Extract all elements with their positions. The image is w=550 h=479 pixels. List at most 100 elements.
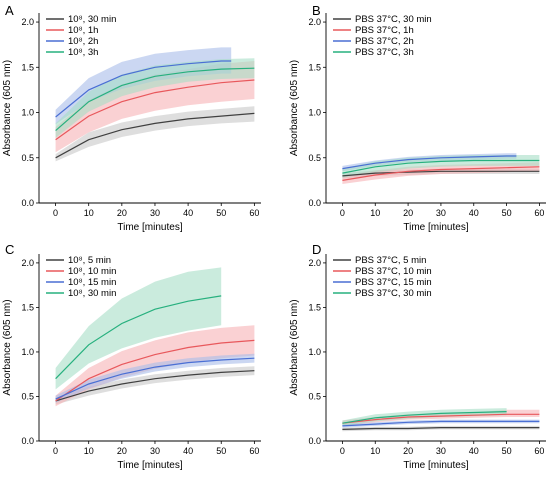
panel-label: B — [312, 3, 321, 18]
series-line-2 — [55, 357, 255, 400]
series-line-2 — [342, 420, 540, 427]
series-line-3 — [55, 295, 222, 380]
y-axis-title: Absorbance (605 nm) — [289, 299, 300, 395]
chart-panel-b: B 0 10 20 30 40 50 60 0.0 0.5 1.0 1.5 2.0 Time [minut… — [289, 3, 546, 233]
x-axis-title: Time [minutes] — [403, 460, 468, 471]
x-tick-label: 40 — [183, 446, 193, 456]
y-tick-label: 0.0 — [21, 436, 34, 446]
legend-entry: 10⁸, 5 min — [68, 255, 111, 266]
legend-entry: 10⁸, 15 min — [68, 277, 116, 288]
legend-entry: 10⁸, 30 min — [68, 288, 116, 299]
series-band-0 — [55, 366, 255, 405]
x-tick-label: 30 — [436, 208, 446, 218]
x-tick-label: 0 — [340, 208, 345, 218]
series-line-0 — [55, 370, 255, 402]
y-tick-label: 1.0 — [21, 347, 34, 357]
x-tick-label: 50 — [502, 446, 512, 456]
y-tick-label: 0.5 — [308, 153, 321, 163]
y-tick-label: 2.0 — [308, 258, 321, 268]
legend-entry: 10⁸, 3h — [68, 47, 98, 58]
legend-entry: PBS 37°C, 3h — [355, 47, 414, 58]
legend-entry: PBS 37°C, 15 min — [355, 277, 432, 288]
y-tick-label: 1.5 — [21, 302, 34, 312]
legend-entry: PBS 37°C, 10 min — [355, 266, 432, 277]
chart-panel-c: C 0 10 20 30 40 50 60 0.0 0.5 1.0 1.5 2.0 Time [minut… — [2, 242, 261, 471]
series-line-2 — [342, 155, 517, 170]
y-tick-label: 0.5 — [308, 391, 321, 401]
x-tick-label: 30 — [150, 208, 160, 218]
series-band-3 — [55, 267, 222, 390]
series-band-3 — [55, 58, 255, 138]
series-line-0 — [55, 112, 255, 159]
series-line-1 — [342, 413, 540, 424]
x-tick-label: 20 — [403, 446, 413, 456]
series-band-2 — [55, 353, 255, 403]
legend-entry: PBS 37°C, 2h — [355, 36, 414, 47]
x-tick-label: 50 — [216, 208, 226, 218]
series-band-1 — [55, 61, 255, 153]
x-tick-label: 30 — [436, 446, 446, 456]
x-axis-title: Time [minutes] — [117, 460, 182, 471]
x-tick-label: 10 — [84, 446, 94, 456]
x-axis-title: Time [minutes] — [403, 222, 468, 233]
x-tick-label: 30 — [150, 446, 160, 456]
series-line-3 — [55, 67, 255, 132]
panel-label: D — [312, 242, 321, 257]
legend-entry: PBS 37°C, 5 min — [355, 255, 426, 266]
x-tick-label: 10 — [370, 446, 380, 456]
legend-entry: PBS 37°C, 30 min — [355, 14, 432, 25]
series-line-1 — [55, 339, 255, 402]
x-tick-label: 60 — [249, 446, 259, 456]
y-tick-label: 1.5 — [308, 62, 321, 72]
x-tick-label: 20 — [117, 208, 127, 218]
x-tick-label: 40 — [469, 208, 479, 218]
y-tick-label: 1.5 — [308, 302, 321, 312]
x-tick-label: 0 — [53, 446, 58, 456]
y-tick-label: 0.0 — [21, 198, 34, 208]
y-tick-label: 0.5 — [21, 153, 34, 163]
x-axis-title: Time [minutes] — [117, 222, 182, 233]
legend-entry: 10⁸, 30 min — [68, 14, 116, 25]
chart-panel-a: A 0 10 20 30 40 50 60 0.0 0.5 1.0 1.5 2.0 Time [minut… — [2, 3, 261, 233]
series-band-0 — [55, 106, 255, 162]
panel-label: A — [5, 3, 14, 18]
x-tick-label: 10 — [370, 208, 380, 218]
x-tick-label: 60 — [534, 208, 544, 218]
x-tick-label: 40 — [469, 446, 479, 456]
y-tick-label: 2.0 — [21, 258, 34, 268]
y-tick-label: 2.0 — [21, 17, 34, 27]
x-tick-label: 10 — [84, 208, 94, 218]
y-tick-label: 1.5 — [21, 62, 34, 72]
legend-entry: PBS 37°C, 30 min — [355, 288, 432, 299]
x-tick-label: 20 — [403, 208, 413, 218]
y-tick-label: 0.0 — [308, 198, 321, 208]
y-tick-label: 0.5 — [21, 391, 34, 401]
y-tick-label: 2.0 — [308, 17, 321, 27]
x-tick-label: 20 — [117, 446, 127, 456]
series-line-2 — [55, 60, 232, 118]
panel-label: C — [5, 242, 14, 257]
y-axis-title: Absorbance (605 nm) — [289, 60, 300, 156]
x-tick-label: 40 — [183, 208, 193, 218]
series-line-1 — [342, 166, 540, 181]
y-axis-title: Absorbance (605 nm) — [2, 60, 13, 156]
y-tick-label: 1.0 — [21, 108, 34, 118]
y-tick-label: 1.0 — [308, 347, 321, 357]
y-axis-title: Absorbance (605 nm) — [2, 299, 13, 395]
x-tick-label: 0 — [53, 208, 58, 218]
series-line-0 — [342, 427, 540, 430]
series-line-3 — [342, 411, 507, 424]
y-tick-label: 0.0 — [308, 436, 321, 446]
series-line-3 — [342, 159, 540, 174]
legend-entry: PBS 37°C, 1h — [355, 25, 414, 36]
x-tick-label: 60 — [534, 446, 544, 456]
x-tick-label: 50 — [502, 208, 512, 218]
series-line-1 — [55, 79, 255, 141]
y-tick-label: 1.0 — [308, 108, 321, 118]
legend-entry: 10⁸, 1h — [68, 25, 98, 36]
